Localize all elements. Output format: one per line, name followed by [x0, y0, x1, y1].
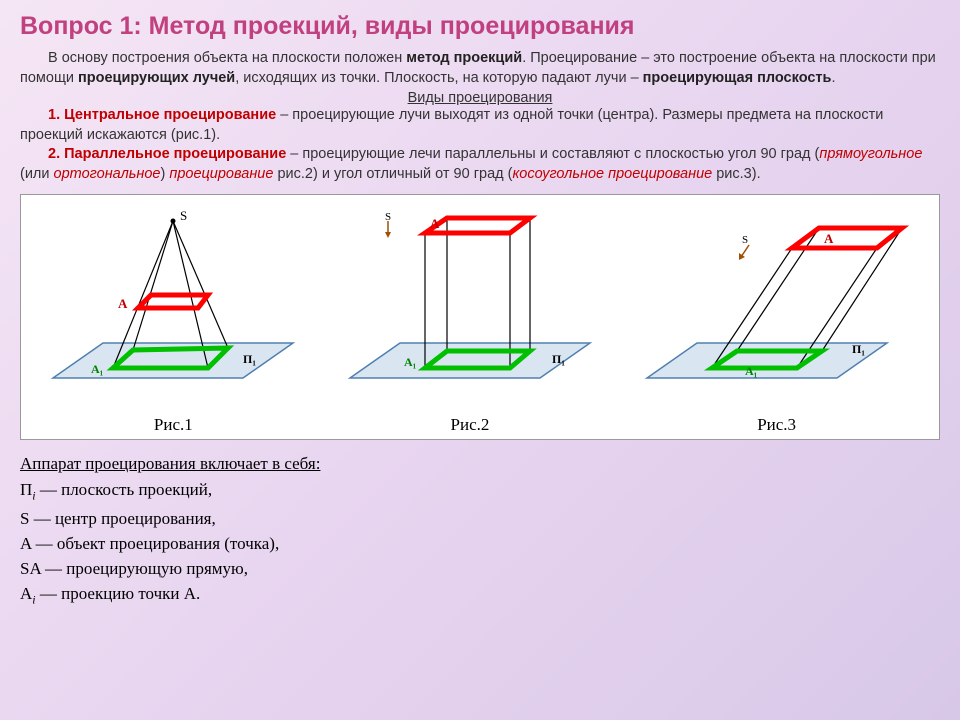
figure-1-svg: S A A₁ П₁ — [33, 203, 313, 413]
legend-row-4: SA — проецирующую прямую, — [20, 559, 940, 579]
legend-header: Аппарат проецирования включает в себя: — [20, 454, 940, 474]
caption-2: Рис.2 — [330, 415, 610, 435]
label-a1: A₁ — [91, 362, 104, 376]
figure-3: S A A₁ П₁ Рис.3 — [627, 203, 927, 435]
label-a1: A₁ — [745, 364, 758, 378]
legend-row-3: A — объект проецирования (точка), — [20, 534, 940, 554]
legend-txt: — проекцию точки A. — [36, 584, 201, 603]
label-a: A — [118, 296, 128, 311]
object-quad-3 — [792, 228, 902, 248]
item-1: 1. Центральное проецирование – проецирую… — [20, 106, 940, 145]
s-arrowhead — [739, 253, 745, 260]
intro-t1: В основу построения объекта на плоскости… — [48, 50, 406, 66]
legend-row-1: Пi — плоскость проекций, — [20, 480, 940, 503]
figure-2: S A A₁ П₁ Рис.2 — [330, 203, 610, 435]
item2-lead: 2. Параллельное проецирование — [48, 146, 286, 162]
intro-t3: , исходящих из точки. Плоскость, на кото… — [235, 70, 642, 86]
caption-1: Рис.1 — [33, 415, 313, 435]
label-s: S — [180, 208, 187, 223]
label-a: A — [824, 231, 834, 246]
label-pi: П₁ — [852, 342, 865, 356]
legend-row-5: Ai — проекцию точки A. — [20, 584, 940, 607]
item2-r1: прямоугольное — [819, 146, 922, 162]
intro-b2: проецирующих лучей — [78, 70, 235, 86]
legend: Аппарат проецирования включает в себя: П… — [20, 454, 940, 607]
plane-3 — [647, 343, 887, 378]
item1-lead: 1. Центральное проецирование — [48, 107, 276, 123]
figure-2-svg: S A A₁ П₁ — [330, 203, 610, 413]
legend-sym: A — [20, 584, 32, 603]
ray — [173, 221, 228, 348]
item2-t1: – проецирующие лечи параллельны и состав… — [286, 146, 819, 162]
item-2: 2. Параллельное проецирование – проециру… — [20, 145, 940, 184]
intro-paragraph: В основу построения объекта на плоскости… — [20, 49, 940, 88]
item2-t3: ) — [160, 166, 169, 182]
item2-t2: (или — [20, 166, 54, 182]
intro-t4: . — [831, 70, 835, 86]
figure-1: S A A₁ П₁ Рис.1 — [33, 203, 313, 435]
intro-b1: метод проекций — [406, 50, 522, 66]
label-pi: П₁ — [552, 352, 565, 366]
item2-t4: рис.2) и угол отличный от 90 град ( — [273, 166, 512, 182]
point-s — [171, 219, 176, 224]
s-arrowhead — [385, 232, 391, 238]
label-a: A — [430, 216, 440, 231]
figure-3-svg: S A A₁ П₁ — [627, 203, 927, 413]
label-a1: A₁ — [404, 355, 417, 369]
label-s: S — [742, 234, 748, 246]
legend-txt: — плоскость проекций, — [36, 480, 213, 499]
section-header: Виды проецирования — [20, 90, 940, 106]
caption-3: Рис.3 — [627, 415, 927, 435]
label-pi: П₁ — [243, 352, 256, 366]
ray — [133, 221, 173, 350]
item2-t5: рис.3). — [712, 166, 760, 182]
item2-r3: проецирование — [169, 166, 273, 182]
page-title: Вопрос 1: Метод проекций, виды проециров… — [20, 12, 940, 41]
intro-b3: проецирующая плоскость — [643, 70, 832, 86]
legend-sym: П — [20, 480, 32, 499]
legend-row-2: S — центр проецирования, — [20, 509, 940, 529]
item2-r2: ортогональное — [54, 166, 161, 182]
item2-r4: косоугольное проецирование — [512, 166, 712, 182]
object-quad-2 — [425, 218, 530, 233]
figures-container: S A A₁ П₁ Рис.1 S A A₁ П₁ Рис.2 — [20, 194, 940, 440]
